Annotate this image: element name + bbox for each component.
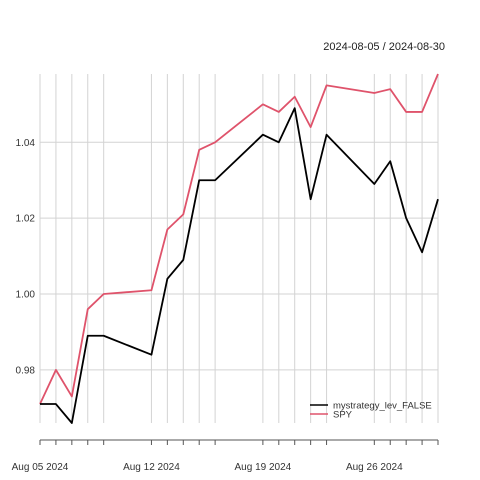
y-tick-label: 1.02 <box>16 214 36 225</box>
series-line-spy <box>39 73 439 405</box>
date-range-label: 2024-08-05 / 2024-08-30 <box>323 41 445 53</box>
x-axis: Aug 05 2024 Aug 12 2024 Aug 19 2024 Aug 26 … <box>12 439 439 473</box>
x-tick-label: Aug 26 2024 <box>346 462 403 473</box>
vertical-grid <box>39 74 439 423</box>
y-tick-label: 0.98 <box>16 365 36 376</box>
series-line-mystrategy-lev-false <box>40 107 439 424</box>
y-tick-label: 1.04 <box>16 138 36 149</box>
x-tick-label: Aug 19 2024 <box>235 462 292 473</box>
y-tick-label: 1.00 <box>16 290 36 301</box>
legend-label: SPY <box>333 410 353 421</box>
y-axis-ticks: 0.98 1.00 1.02 1.04 <box>16 138 36 377</box>
x-tick-label: Aug 12 2024 <box>123 462 180 473</box>
series-lines <box>39 73 439 424</box>
legend-label: mystrategy_lev_FALSE <box>333 401 432 412</box>
x-tick-label: Aug 05 2024 <box>12 462 69 473</box>
